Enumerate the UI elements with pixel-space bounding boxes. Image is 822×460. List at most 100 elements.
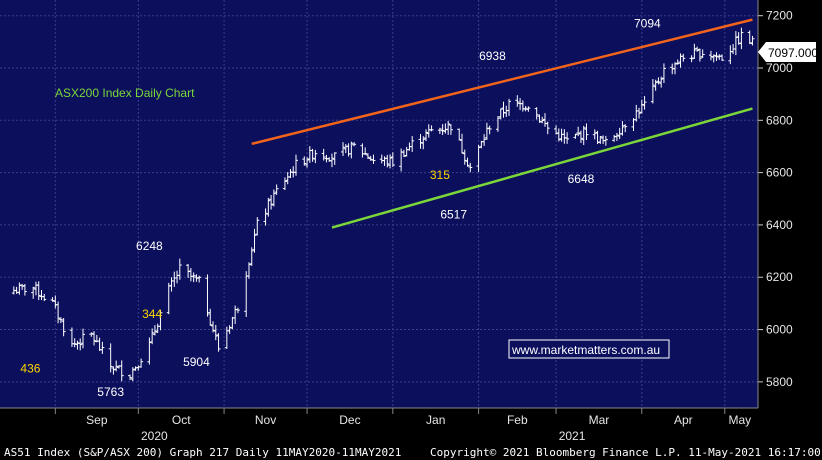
ohlc-bar — [545, 121, 550, 135]
chart-title: ASX200 Index Daily Chart — [55, 86, 195, 100]
last-price-marker: 7097.000 — [758, 42, 818, 62]
ohlc-bar — [249, 247, 254, 266]
ohlc-bar — [305, 157, 310, 168]
ohlc-bar — [205, 274, 210, 317]
ohlc-bar — [111, 366, 116, 375]
ohlc-bar — [352, 142, 357, 147]
ohlc-bar — [119, 360, 124, 382]
ohlc-bar — [263, 208, 268, 226]
ohlc-bar — [368, 155, 373, 161]
ohlc-bar — [89, 332, 94, 337]
ohlc-bar — [714, 52, 719, 61]
ohlc-bar — [421, 136, 426, 150]
y-axis-panel — [758, 0, 822, 460]
ohlc-bar — [130, 367, 135, 382]
annotation-5904: 5904 — [183, 355, 210, 369]
ohlc-bar — [484, 122, 489, 140]
y-tick-label-7200: 7200 — [766, 9, 793, 23]
ohlc-bar — [50, 297, 55, 302]
ohlc-bar — [556, 128, 561, 142]
ohlc-bar — [108, 343, 113, 373]
ohlc-bar — [208, 308, 213, 326]
ohlc-bar — [468, 162, 473, 173]
ohlc-bar — [341, 142, 346, 156]
y-tick-label-5800: 5800 — [766, 375, 793, 389]
ohlc-bar — [440, 124, 445, 136]
ohlc-bar — [401, 149, 406, 158]
ohlc-bar — [191, 272, 196, 283]
ohlc-bar — [595, 130, 600, 145]
ohlc-bar — [213, 324, 218, 341]
ohlc-bar — [22, 284, 27, 296]
ohlc-bar — [313, 149, 318, 164]
x-label-may: May — [728, 413, 751, 427]
ohlc-bar — [526, 106, 531, 112]
ohlc-bar — [700, 49, 705, 59]
ohlc-bar — [448, 124, 453, 135]
annotation-436: 436 — [20, 362, 40, 376]
ohlc-bar — [650, 79, 655, 104]
x-label-jan: Jan — [426, 413, 445, 427]
ohlc-bar — [653, 79, 658, 91]
ohlc-bar — [498, 108, 503, 120]
ohlc-bar — [747, 30, 752, 45]
ohlc-bar — [656, 77, 661, 85]
ohlc-bar — [152, 325, 157, 336]
ohlc-bar — [733, 31, 738, 56]
ohlc-bar — [332, 152, 337, 165]
ohlc-bar — [459, 133, 464, 154]
ohlc-bar — [534, 107, 539, 120]
ohlc-bar — [537, 114, 542, 123]
ohlc-bar — [614, 132, 619, 141]
resistance-trendline — [251, 18, 753, 146]
y-axis: 5800 6000 6200 6400 6600 6800 7000 7200 — [757, 0, 793, 408]
annotations: 436 5763 6248 344 5904 315 6517 6938 6648 7094 — [20, 16, 661, 399]
ohlc-bar — [692, 43, 697, 59]
ohlc-bar — [329, 153, 334, 168]
x-label-apr: Apr — [674, 413, 693, 427]
ohlc-bar — [507, 98, 512, 116]
ohlc-bar — [177, 258, 182, 280]
annotation-315: 315 — [430, 168, 450, 182]
ohlc-bar — [61, 317, 66, 337]
watermark-frame — [508, 339, 670, 359]
y-tick-label-6200: 6200 — [766, 270, 793, 284]
ohlc-bar — [540, 116, 545, 124]
y-tick-label-6800: 6800 — [766, 113, 793, 127]
ohlc-bar — [720, 54, 725, 62]
annotation-344: 344 — [142, 307, 162, 321]
ohlc-bar — [310, 148, 315, 162]
ohlc-bar — [482, 134, 487, 146]
ohlc-bar — [266, 197, 271, 217]
ohlc-bar — [465, 157, 470, 167]
ohlc-bar — [302, 156, 307, 166]
x-axis: Sep Oct Nov Dec Jan Feb Mar Apr May 2020 2021 — [0, 407, 758, 443]
x-label-oct: Oct — [172, 413, 191, 427]
ohlc-bar — [424, 129, 429, 142]
y-tick-label-6000: 6000 — [766, 323, 793, 337]
ohlc-bar — [20, 283, 25, 290]
ohlc-bar — [523, 106, 528, 112]
ohlc-bar — [578, 130, 583, 143]
ohlc-bar — [56, 301, 61, 324]
ohlc-bar — [147, 337, 152, 365]
ohlc-bar — [689, 55, 694, 63]
ohlc-bar — [139, 358, 144, 368]
ohlc-bar — [576, 126, 581, 137]
ohlc-bar — [708, 50, 713, 61]
ohlc-bar — [675, 59, 680, 65]
ohlc-bar — [255, 217, 260, 236]
ohlc-bar — [584, 123, 589, 141]
ohlc-bar — [750, 35, 755, 46]
ohlc-bar — [365, 153, 370, 159]
last-price-label: 7097.000 — [768, 46, 818, 60]
ohlc-bar — [711, 54, 716, 63]
ohlc-bar — [592, 129, 597, 140]
y-tick-label-7000: 7000 — [766, 61, 793, 75]
y-tick-label-6600: 6600 — [766, 166, 793, 180]
ohlc-bar — [462, 149, 467, 165]
ohlc-bar — [128, 374, 133, 381]
ohlc-bar — [42, 293, 47, 302]
ohlc-bar — [75, 340, 80, 350]
